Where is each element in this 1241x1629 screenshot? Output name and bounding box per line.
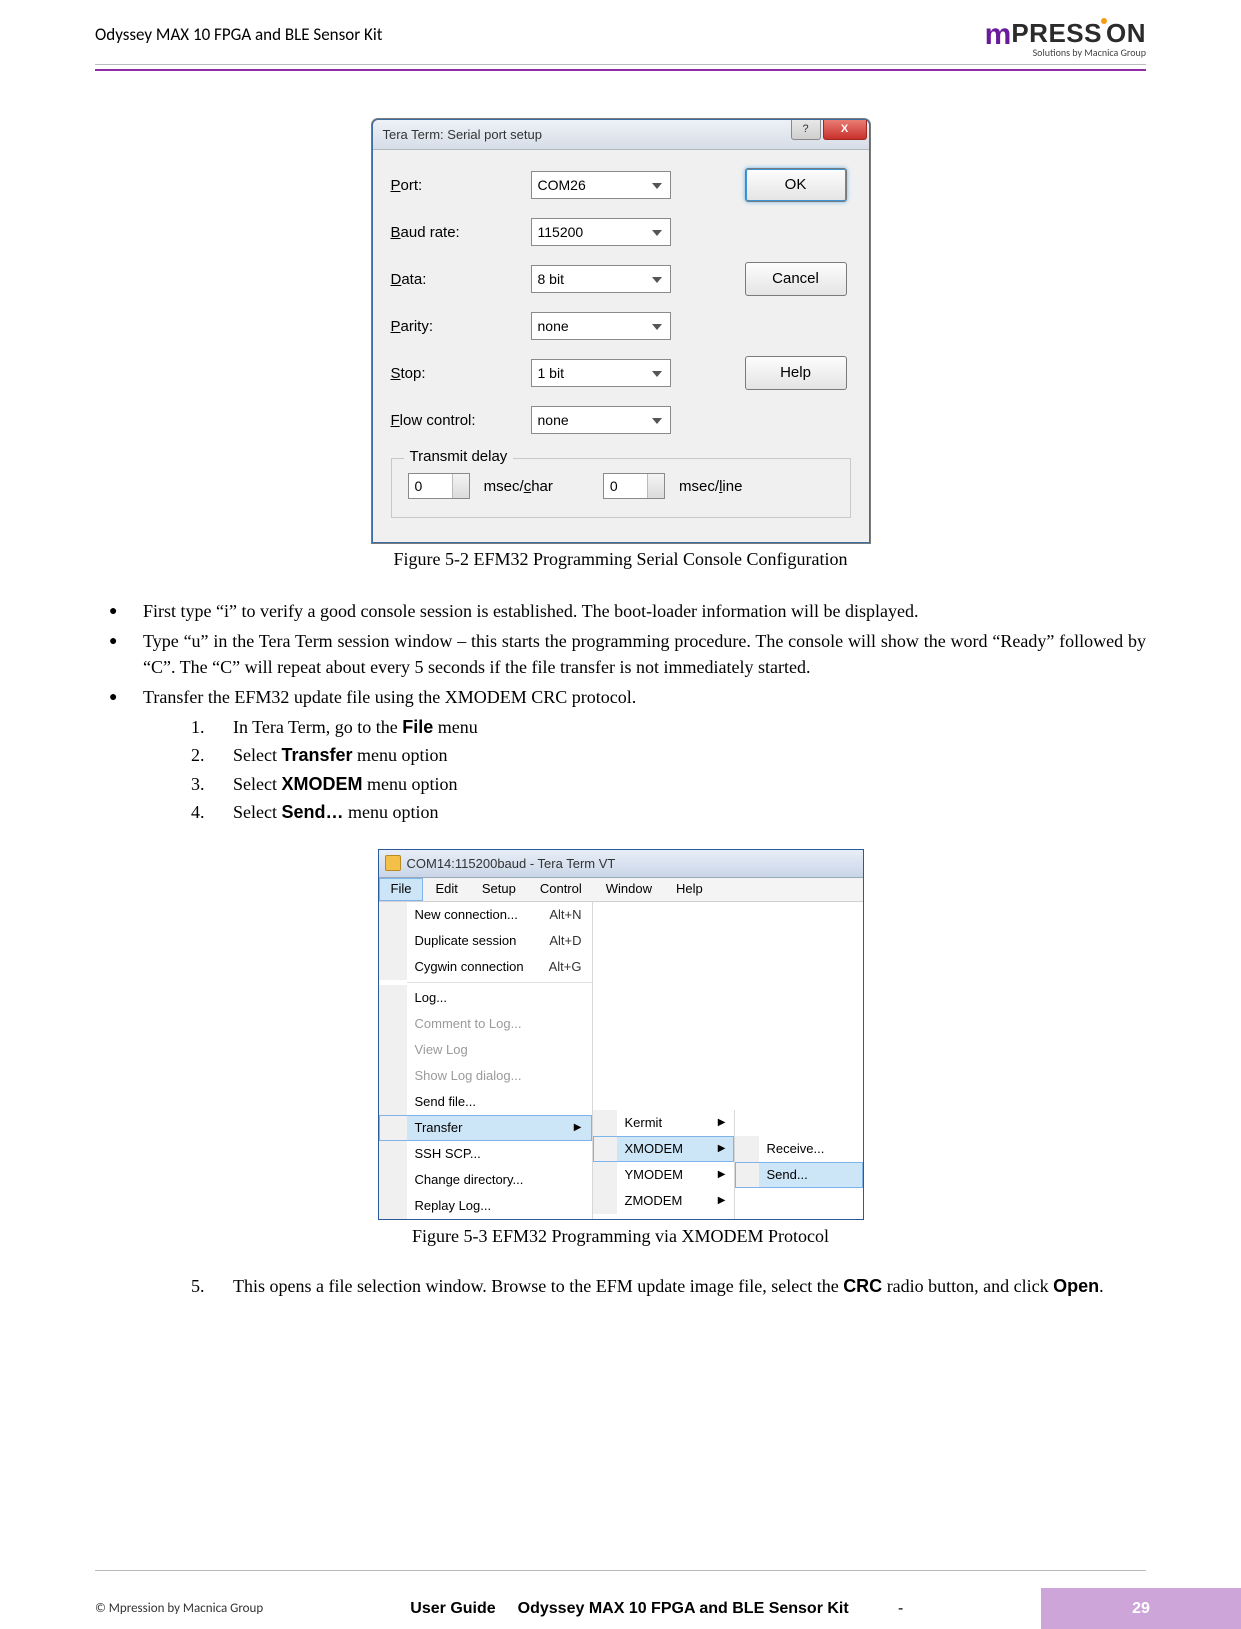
step-4: 4.Select Send… menu option bbox=[191, 799, 1146, 825]
menubar-setup[interactable]: Setup bbox=[470, 878, 528, 901]
logo-m: m bbox=[985, 18, 1012, 51]
figure-caption-1: Figure 5-2 EFM32 Programming Serial Cons… bbox=[95, 549, 1146, 570]
footer-user-guide: User Guide bbox=[410, 1600, 495, 1618]
teraterm-vt-window: COM14:115200baud - Tera Term VT File Edi… bbox=[378, 849, 864, 1220]
msec-line-input[interactable]: 0 bbox=[603, 473, 665, 499]
page-footer: © Mpression by Macnica Group User Guide … bbox=[0, 1587, 1241, 1629]
stop-label: Stop: bbox=[391, 365, 531, 382]
msec-char-label: msec/char bbox=[484, 478, 553, 495]
dialog1-titlebar: Tera Term: Serial port setup ? X bbox=[373, 120, 869, 150]
menu-send-file[interactable]: Send file... bbox=[379, 1089, 592, 1115]
menu-comment-log: Comment to Log... bbox=[379, 1011, 592, 1037]
menubar-window[interactable]: Window bbox=[594, 878, 664, 901]
step-3: 3.Select XMODEM menu option bbox=[191, 771, 1146, 797]
footer-center: User Guide Odyssey MAX 10 FPGA and BLE S… bbox=[300, 1588, 1041, 1629]
transfer-submenu: Kermit▶ XMODEM▶ YMODEM▶ ZMODEM▶ bbox=[593, 1110, 735, 1219]
flow-label: Flow control: bbox=[391, 412, 531, 429]
menubar-control[interactable]: Control bbox=[528, 878, 594, 901]
menu-ssh-scp[interactable]: SSH SCP... bbox=[379, 1141, 592, 1167]
file-menu: New connection...Alt+N Duplicate session… bbox=[379, 902, 593, 1219]
menu-view-log: View Log bbox=[379, 1037, 592, 1063]
vt-icon bbox=[385, 855, 401, 871]
header-rule-thin bbox=[95, 64, 1146, 65]
step-2: 2.Select Transfer menu option bbox=[191, 742, 1146, 768]
submenu-xmodem[interactable]: XMODEM▶ bbox=[593, 1136, 734, 1162]
dialog1-title: Tera Term: Serial port setup bbox=[383, 127, 542, 142]
header-title: Odyssey MAX 10 FPGA and BLE Sensor Kit bbox=[95, 18, 382, 45]
submenu-ymodem[interactable]: YMODEM▶ bbox=[593, 1162, 734, 1188]
menu-duplicate-session[interactable]: Duplicate sessionAlt+D bbox=[379, 928, 592, 954]
dialog2-titlebar: COM14:115200baud - Tera Term VT bbox=[379, 850, 863, 878]
footer-dash: - bbox=[871, 1600, 931, 1618]
transmit-legend: Transmit delay bbox=[404, 448, 514, 465]
logo: mPRESSON Solutions by Macnica Group bbox=[985, 18, 1146, 58]
port-label: Port: bbox=[391, 177, 531, 194]
bullet-3: Transfer the EFM32 update file using the… bbox=[95, 684, 1146, 824]
footer-rule bbox=[95, 1570, 1146, 1571]
page-header: Odyssey MAX 10 FPGA and BLE Sensor Kit m… bbox=[95, 18, 1146, 62]
submenu-send[interactable]: Send... bbox=[735, 1162, 863, 1188]
menu-cygwin-connection[interactable]: Cygwin connectionAlt+G bbox=[379, 954, 592, 980]
menubar: File Edit Setup Control Window Help bbox=[379, 878, 863, 902]
step-5: 5. This opens a file selection window. B… bbox=[95, 1273, 1146, 1299]
menu-change-directory[interactable]: Change directory... bbox=[379, 1167, 592, 1193]
parity-combo[interactable]: none bbox=[531, 312, 671, 340]
serial-port-dialog: Tera Term: Serial port setup ? X Port: C… bbox=[372, 119, 870, 543]
msec-line-label: msec/line bbox=[679, 478, 742, 495]
baud-combo[interactable]: 115200 bbox=[531, 218, 671, 246]
data-combo[interactable]: 8 bit bbox=[531, 265, 671, 293]
menubar-help[interactable]: Help bbox=[664, 878, 715, 901]
step-1: 1.In Tera Term, go to the File menu bbox=[191, 714, 1146, 740]
logo-text: PRESSON bbox=[1011, 18, 1146, 48]
xmodem-submenu: Receive... Send... bbox=[735, 1136, 863, 1219]
cancel-button[interactable]: Cancel bbox=[745, 262, 847, 296]
help-button[interactable]: Help bbox=[745, 356, 847, 390]
dialog2-title: COM14:115200baud - Tera Term VT bbox=[407, 856, 616, 871]
page-number: 29 bbox=[1041, 1588, 1241, 1629]
stop-combo[interactable]: 1 bit bbox=[531, 359, 671, 387]
menu-log[interactable]: Log... bbox=[379, 985, 592, 1011]
menu-replay-log[interactable]: Replay Log... bbox=[379, 1193, 592, 1219]
help-titlebar-button[interactable]: ? bbox=[791, 120, 821, 140]
menubar-file[interactable]: File bbox=[379, 878, 424, 901]
menubar-edit[interactable]: Edit bbox=[423, 878, 469, 901]
menu-show-log-dialog: Show Log dialog... bbox=[379, 1063, 592, 1089]
bullet-1: First type “i” to verify a good console … bbox=[95, 598, 1146, 624]
submenu-zmodem[interactable]: ZMODEM▶ bbox=[593, 1188, 734, 1214]
submenu-kermit[interactable]: Kermit▶ bbox=[593, 1110, 734, 1136]
submenu-receive[interactable]: Receive... bbox=[735, 1136, 863, 1162]
bullet-list: First type “i” to verify a good console … bbox=[95, 598, 1146, 825]
figure-caption-2: Figure 5-3 EFM32 Programming via XMODEM … bbox=[95, 1226, 1146, 1247]
msec-char-input[interactable]: 0 bbox=[408, 473, 470, 499]
footer-product: Odyssey MAX 10 FPGA and BLE Sensor Kit bbox=[518, 1600, 849, 1618]
bullet-2: Type “u” in the Tera Term session window… bbox=[95, 628, 1146, 680]
transmit-delay-group: Transmit delay 0 msec/char 0 msec/line bbox=[391, 458, 851, 518]
copyright: © Mpression by Macnica Group bbox=[0, 1588, 300, 1629]
numbered-list: 1.In Tera Term, go to the File menu 2.Se… bbox=[143, 714, 1146, 824]
flow-combo[interactable]: none bbox=[531, 406, 671, 434]
port-combo[interactable]: COM26 bbox=[531, 171, 671, 199]
parity-label: Parity: bbox=[391, 318, 531, 335]
baud-label: Baud rate: bbox=[391, 224, 531, 241]
menu-new-connection[interactable]: New connection...Alt+N bbox=[379, 902, 592, 928]
close-button[interactable]: X bbox=[823, 120, 867, 140]
ok-button[interactable]: OK bbox=[745, 168, 847, 202]
data-label: Data: bbox=[391, 271, 531, 288]
menu-transfer[interactable]: Transfer▶ bbox=[379, 1115, 592, 1141]
